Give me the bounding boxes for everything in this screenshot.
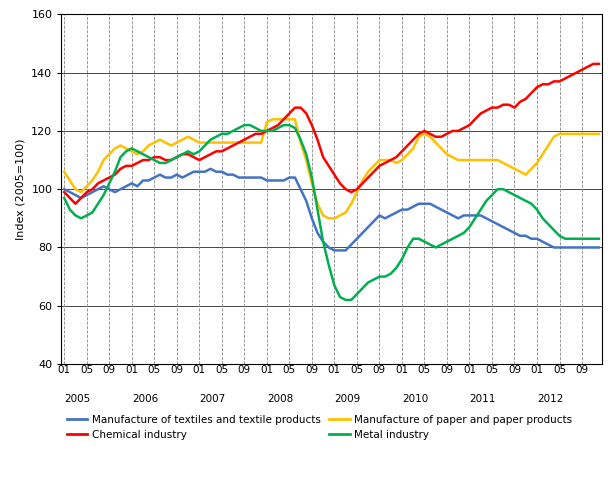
Legend: Manufacture of textiles and textile products, Chemical industry, Manufacture of : Manufacture of textiles and textile prod… (66, 415, 572, 440)
Text: 2006: 2006 (132, 394, 158, 404)
Text: 2012: 2012 (537, 394, 564, 404)
Text: 2007: 2007 (200, 394, 225, 404)
Text: 2008: 2008 (267, 394, 293, 404)
Text: 2009: 2009 (335, 394, 360, 404)
Text: 2011: 2011 (470, 394, 496, 404)
Y-axis label: Index (2005=100): Index (2005=100) (16, 138, 26, 240)
Text: 2010: 2010 (402, 394, 428, 404)
Text: 2005: 2005 (64, 394, 90, 404)
